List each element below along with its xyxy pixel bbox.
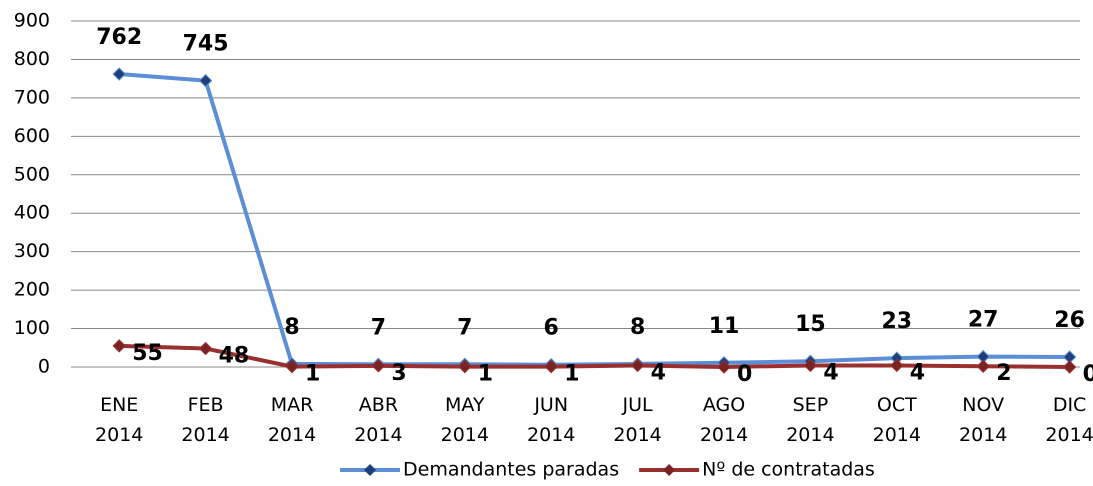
data-label: 2 — [996, 361, 1011, 386]
y-tick-label: 600 — [14, 125, 50, 147]
x-tick-label: SEP 2014 — [786, 394, 834, 446]
point-marker — [1062, 360, 1077, 374]
point-marker — [458, 359, 472, 374]
data-label: 11 — [709, 314, 740, 339]
data-label: 7 — [457, 315, 472, 340]
data-label: 3 — [391, 361, 406, 386]
data-label: 15 — [795, 312, 826, 337]
series-line — [119, 343, 1070, 370]
y-tick-label: 400 — [14, 202, 50, 224]
data-label: 27 — [968, 308, 999, 333]
x-tick-label: FEB 2014 — [181, 394, 229, 446]
y-tick-label: 500 — [14, 163, 50, 185]
y-tick-label: 300 — [14, 240, 50, 262]
point-marker — [112, 67, 126, 81]
point-marker — [717, 360, 731, 374]
y-tick-label: 700 — [14, 86, 50, 108]
x-tick-label: AGO 2014 — [700, 394, 748, 446]
x-tick-label: DIC 2014 — [1045, 394, 1093, 446]
legend-marker — [663, 464, 676, 476]
y-tick-label: 0 — [38, 356, 50, 378]
data-label: 1 — [478, 362, 493, 387]
point-marker — [371, 359, 386, 373]
x-tick-label: ENE 2014 — [95, 394, 143, 446]
x-tick-label: JUN 2014 — [527, 394, 575, 446]
data-label: 0 — [1083, 362, 1093, 387]
data-label: 4 — [823, 360, 838, 385]
data-label: 48 — [219, 344, 250, 369]
point-marker — [976, 359, 990, 373]
data-label: 6 — [544, 316, 559, 341]
y-tick-label: 900 — [14, 10, 50, 32]
data-label: 4 — [910, 360, 925, 385]
point-marker — [198, 73, 213, 88]
x-tick-label: JUL 2014 — [613, 394, 661, 446]
data-label: 1 — [305, 362, 320, 387]
point-marker — [890, 358, 904, 373]
data-label: 4 — [651, 360, 666, 385]
data-label: 745 — [183, 32, 229, 57]
y-tick-label: 200 — [14, 279, 50, 301]
x-tick-label: MAR 2014 — [268, 394, 316, 446]
data-label: 1 — [564, 362, 579, 387]
series-line — [119, 72, 1070, 367]
legend-label: Nº de contratadas — [702, 459, 875, 481]
point-marker — [803, 358, 818, 373]
point-marker — [544, 359, 558, 374]
legend-label: Demandantes paradas — [403, 459, 619, 481]
data-label: 0 — [737, 362, 752, 387]
data-label: 55 — [132, 341, 163, 366]
y-tick-label: 100 — [14, 317, 50, 339]
x-tick-label: MAY 2014 — [441, 394, 489, 446]
point-marker — [630, 358, 645, 373]
point-marker — [198, 341, 213, 356]
x-tick-label: ABR 2014 — [354, 394, 402, 446]
data-label: 8 — [630, 315, 645, 340]
y-tick-label: 800 — [14, 48, 50, 70]
data-label: 7 — [371, 315, 386, 340]
data-label: 26 — [1054, 308, 1085, 333]
x-tick-label: OCT 2014 — [873, 394, 921, 446]
data-label: 23 — [881, 309, 912, 334]
point-marker — [112, 339, 126, 353]
x-tick-label: NOV 2014 — [959, 394, 1007, 446]
legend-marker — [364, 464, 376, 476]
data-label: 8 — [284, 315, 299, 340]
point-marker — [285, 359, 299, 374]
data-label: 762 — [96, 25, 142, 50]
